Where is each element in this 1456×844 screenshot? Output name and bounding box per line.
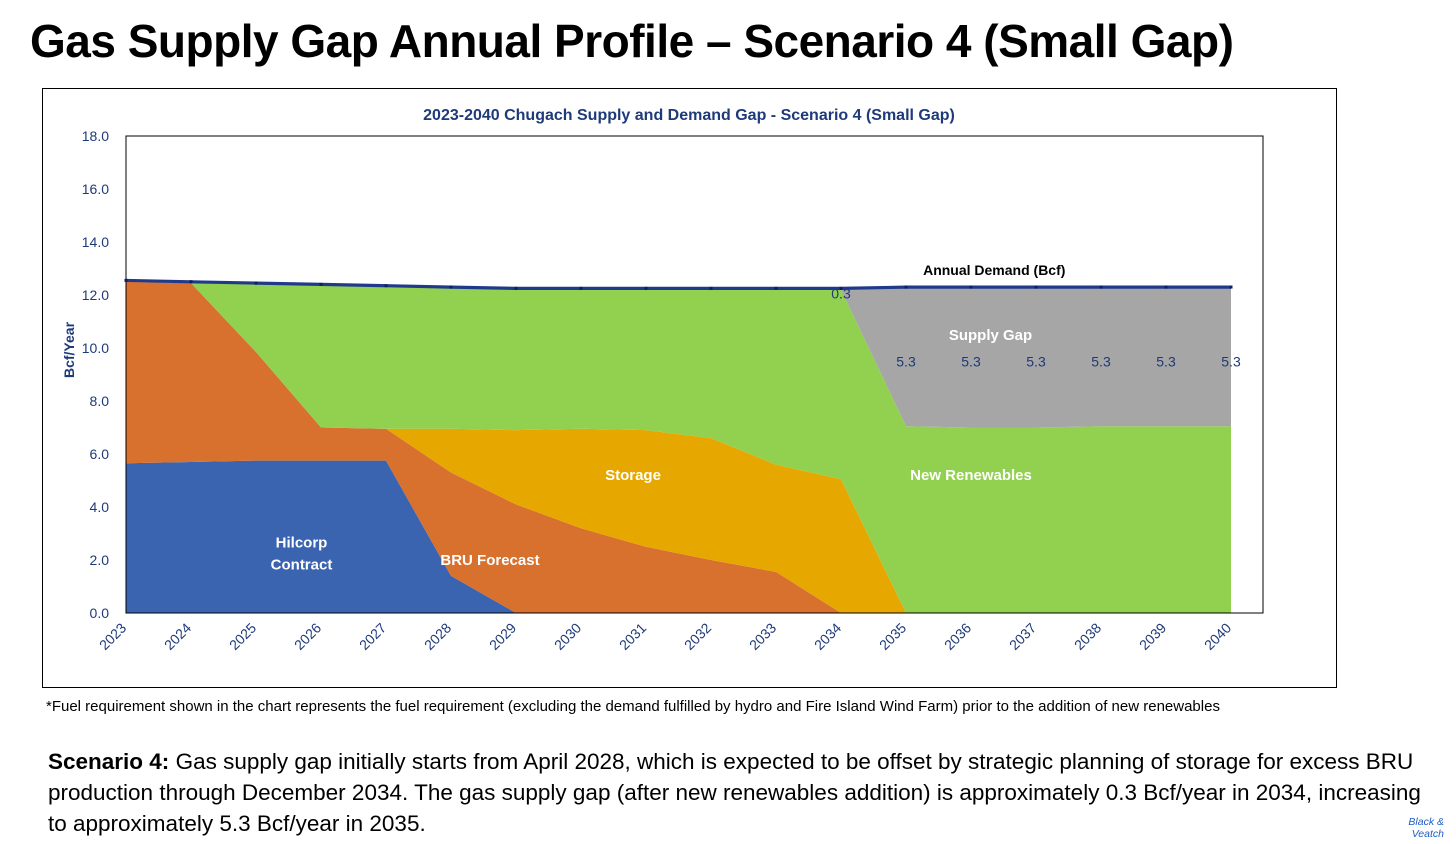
y-tick-label: 16.0 bbox=[82, 181, 109, 197]
page-title: Gas Supply Gap Annual Profile – Scenario… bbox=[30, 15, 1234, 67]
demand-point bbox=[514, 286, 518, 290]
demand-line-group bbox=[124, 278, 1233, 290]
gap-value-label: 5.3 bbox=[1026, 353, 1046, 369]
x-tick-label: 2033 bbox=[746, 619, 779, 652]
series-label-bru-forecast: BRU Forecast bbox=[440, 552, 539, 569]
gap-value-label: 5.3 bbox=[896, 353, 916, 369]
y-axis: 0.0 2.0 4.0 6.0 8.0 10.0 12.0 14.0 16.0 18.0 bbox=[82, 128, 109, 621]
x-tick-label: 2035 bbox=[876, 619, 909, 652]
x-tick-label: 2028 bbox=[421, 619, 454, 652]
demand-point bbox=[1229, 285, 1233, 289]
x-tick-label: 2023 bbox=[96, 619, 129, 652]
demand-point bbox=[1034, 285, 1038, 289]
y-axis-label: Bcf/Year bbox=[61, 321, 77, 378]
y-tick-label: 18.0 bbox=[82, 128, 109, 144]
demand-point bbox=[384, 284, 388, 288]
x-tick-label: 2037 bbox=[1006, 619, 1039, 652]
y-tick-label: 8.0 bbox=[90, 393, 110, 409]
gap-value-label: 5.3 bbox=[1156, 353, 1176, 369]
logo-line-2: Veatch bbox=[1411, 828, 1444, 840]
x-tick-label: 2040 bbox=[1201, 619, 1234, 652]
area-chart: 2023-2040 Chugach Supply and Demand Gap … bbox=[61, 107, 1264, 653]
x-tick-label: 2032 bbox=[681, 619, 714, 652]
area-new-renewables bbox=[126, 281, 1231, 613]
scenario-description: Scenario 4: Gas supply gap initially sta… bbox=[48, 746, 1428, 839]
series-label-supply-gap: Supply Gap bbox=[949, 327, 1032, 344]
series-labels-group: Hilcorp Contract BRU Forecast Storage New Re… bbox=[271, 262, 1241, 574]
y-tick-label: 6.0 bbox=[90, 446, 110, 462]
plot-area-border bbox=[125, 135, 1264, 614]
scenario-label: Scenario 4: bbox=[48, 749, 170, 774]
area-supply-gap bbox=[126, 281, 1231, 428]
x-tick-label: 2036 bbox=[941, 619, 974, 652]
series-label-storage: Storage bbox=[605, 467, 661, 484]
gap-value-label: 0.3 bbox=[831, 286, 851, 302]
area-series-group bbox=[126, 281, 1231, 613]
demand-point bbox=[644, 286, 648, 290]
black-veatch-logo: Black & Veatch bbox=[1408, 816, 1444, 840]
x-tick-label: 2024 bbox=[161, 619, 194, 652]
demand-point bbox=[449, 285, 453, 289]
demand-point bbox=[774, 286, 778, 290]
chart-frame bbox=[42, 88, 1337, 688]
y-tick-label: 12.0 bbox=[82, 287, 109, 303]
x-tick-label: 2027 bbox=[356, 619, 389, 652]
y-tick-label: 4.0 bbox=[90, 499, 110, 515]
gap-value-label: 5.3 bbox=[1091, 353, 1111, 369]
demand-point bbox=[1099, 285, 1103, 289]
chart-title: 2023-2040 Chugach Supply and Demand Gap … bbox=[423, 107, 955, 124]
annual-demand-label: Annual Demand (Bcf) bbox=[923, 262, 1065, 278]
demand-point bbox=[319, 282, 323, 286]
demand-point bbox=[579, 286, 583, 290]
x-tick-label: 2034 bbox=[811, 619, 844, 652]
x-tick-label: 2030 bbox=[551, 619, 584, 652]
demand-point bbox=[189, 280, 193, 284]
gap-value-label: 5.3 bbox=[961, 353, 981, 369]
x-axis: 2023 2024 2025 2026 2027 2028 2029 2030 2031 2032… bbox=[96, 619, 1234, 652]
demand-point bbox=[1164, 285, 1168, 289]
area-hilcorp-contract bbox=[126, 460, 1231, 613]
y-tick-label: 10.0 bbox=[82, 340, 109, 356]
demand-point bbox=[709, 286, 713, 290]
y-tick-label: 2.0 bbox=[90, 552, 110, 568]
area-storage bbox=[126, 281, 1231, 613]
x-tick-label: 2026 bbox=[291, 619, 324, 652]
series-label-hilcorp-contract: Contract bbox=[271, 556, 333, 573]
x-tick-label: 2039 bbox=[1136, 619, 1169, 652]
x-tick-label: 2031 bbox=[616, 619, 649, 652]
annual-demand-line bbox=[125, 278, 1231, 290]
y-tick-label: 14.0 bbox=[82, 234, 109, 250]
x-tick-label: 2025 bbox=[226, 619, 259, 652]
area-bru-forecast bbox=[126, 281, 1231, 613]
footnote: *Fuel requirement shown in the chart rep… bbox=[46, 698, 1220, 715]
series-label-new-renewables: New Renewables bbox=[910, 467, 1032, 484]
demand-point bbox=[839, 286, 843, 290]
series-label-hilcorp-contract: Hilcorp bbox=[276, 534, 328, 551]
scenario-body: Gas supply gap initially starts from Apr… bbox=[48, 749, 1421, 836]
x-tick-label: 2038 bbox=[1071, 619, 1104, 652]
logo-line-1: Black & bbox=[1408, 816, 1444, 828]
y-tick-label: 0.0 bbox=[90, 605, 110, 621]
x-tick-label: 2029 bbox=[486, 619, 519, 652]
gap-value-label: 5.3 bbox=[1221, 353, 1241, 369]
demand-point bbox=[254, 281, 258, 285]
demand-point bbox=[969, 285, 973, 289]
demand-point bbox=[124, 278, 128, 282]
demand-point bbox=[904, 285, 908, 289]
